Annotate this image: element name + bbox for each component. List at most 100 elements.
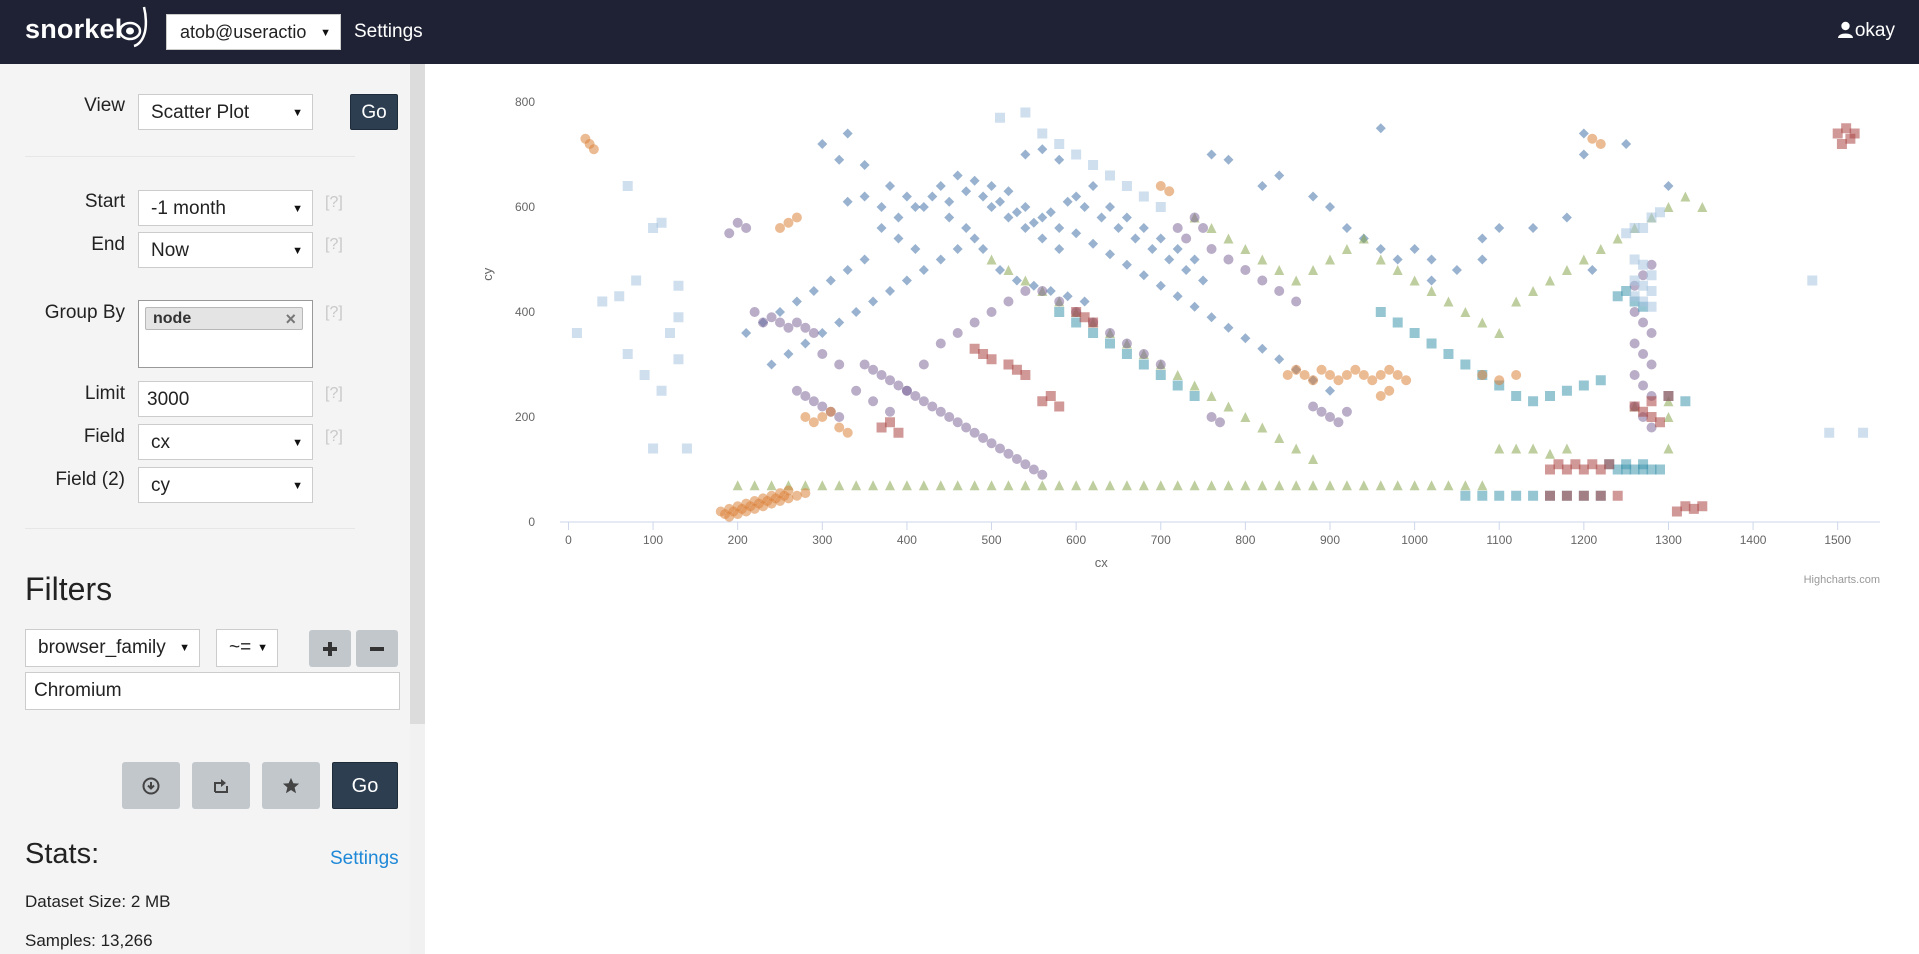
scatter-point[interactable] [1198,223,1209,233]
scatter-point[interactable] [918,396,929,407]
scatter-point[interactable] [1333,417,1344,428]
scatter-point[interactable] [1037,480,1048,491]
scatter-point[interactable] [749,307,760,317]
scatter-point[interactable] [1578,149,1589,160]
scatter-point[interactable] [1181,233,1192,244]
scatter-point[interactable] [1578,464,1589,475]
scatter-point[interactable] [1206,312,1217,323]
scatter-point[interactable] [1172,223,1183,233]
scatter-point[interactable] [1409,328,1420,338]
scatter-point[interactable] [808,286,819,296]
scatter-point[interactable] [808,396,819,407]
scatter-point[interactable] [1223,254,1234,265]
scatter-point[interactable] [978,244,989,254]
scatter-point[interactable] [1629,338,1640,349]
scatter-point[interactable] [817,328,828,338]
scatter-point[interactable] [851,480,862,491]
scatter-point[interactable] [588,144,599,155]
scatter-point[interactable] [1206,480,1217,491]
scatter-point[interactable] [1426,480,1437,491]
scatter-point[interactable] [1375,123,1386,134]
scatter-point[interactable] [1612,490,1623,501]
scatter-point[interactable] [1105,480,1115,491]
scatter-point[interactable] [1638,223,1649,233]
scatter-point[interactable] [851,385,862,396]
scatter-point[interactable] [1155,480,1166,491]
scatter-point[interactable] [1206,244,1217,254]
scatter-point[interactable] [791,317,802,328]
scatter-point[interactable] [1595,375,1606,386]
scatter-point[interactable] [1638,270,1649,281]
scatter-point[interactable] [775,223,785,233]
scatter-point[interactable] [893,380,904,391]
scatter-point[interactable] [1308,401,1319,412]
scatter-point[interactable] [1528,490,1539,501]
scatter-point[interactable] [935,338,946,349]
scatter-point[interactable] [961,422,972,433]
scatter-point[interactable] [1663,396,1674,407]
scatter-point[interactable] [986,307,997,317]
scatter-point[interactable] [1426,275,1437,286]
scatter-point[interactable] [969,427,980,438]
scatter-point[interactable] [1409,244,1420,254]
scatter-point[interactable] [1189,301,1200,312]
scatter-point[interactable] [622,349,633,359]
filter-value-input[interactable]: Chromium [25,672,400,710]
limit-help-link[interactable]: [?] [325,385,343,402]
scatter-point[interactable] [1375,480,1386,491]
scatter-point[interactable] [944,412,955,422]
field-help-link[interactable]: [?] [325,428,343,445]
scatter-point[interactable] [935,181,946,191]
scatter-point[interactable] [1155,280,1166,291]
scatter-point[interactable] [1392,265,1403,275]
scatter-point[interactable] [1629,275,1640,286]
scatter-point[interactable] [1621,139,1632,149]
scatter-point[interactable] [1223,154,1234,165]
scatter-point[interactable] [1088,328,1099,338]
scatter-point[interactable] [1341,370,1352,380]
scatter-point[interactable] [1291,443,1302,454]
scatter-point[interactable] [1426,286,1437,296]
scatter-point[interactable] [1384,385,1395,396]
run-query-go-button[interactable]: Go [332,762,398,809]
scatter-point[interactable] [681,443,692,454]
scatter-point[interactable] [1477,490,1488,501]
share-button[interactable] [192,762,250,809]
scatter-point[interactable] [1240,412,1251,422]
scatter-point[interactable] [1308,375,1319,386]
filter-column-select[interactable]: browser_family ▼ [25,629,200,667]
scatter-point[interactable] [969,343,980,354]
scatter-point[interactable] [1443,349,1454,359]
scatter-point[interactable] [1020,149,1031,160]
scatter-point[interactable] [1629,370,1640,380]
scatter-point[interactable] [1291,296,1302,307]
scatter-point[interactable] [656,217,667,228]
scatter-point[interactable] [1680,396,1691,407]
scatter-point[interactable] [825,406,836,417]
scatter-point[interactable] [1037,396,1048,407]
scatter-point[interactable] [1621,228,1632,239]
scatter-point[interactable] [1003,212,1014,223]
scatter-point[interactable] [1215,417,1225,428]
scatter-point[interactable] [859,191,870,202]
scatter-point[interactable] [1595,244,1606,254]
scatter-point[interactable] [1333,375,1344,386]
scatter-point[interactable] [1638,380,1649,391]
scatter-point[interactable] [1460,359,1471,370]
scatter-point[interactable] [1155,359,1166,370]
scatter-point[interactable] [1341,480,1352,491]
scatter-point[interactable] [876,223,887,233]
scatter-point[interactable] [808,417,819,428]
end-select[interactable]: Now ▼ [138,232,313,268]
scatter-point[interactable] [918,265,929,275]
scatter-point[interactable] [1147,244,1158,254]
scatter-point[interactable] [1697,501,1708,512]
scatter-point[interactable] [1054,244,1065,254]
scatter-point[interactable] [1680,191,1691,202]
scatter-point[interactable] [1274,286,1285,296]
scatter-point[interactable] [1367,375,1378,386]
scatter-point[interactable] [1587,459,1598,470]
scatter-point[interactable] [648,443,659,454]
scatter-point[interactable] [1020,286,1031,296]
scatter-point[interactable] [1629,401,1640,412]
